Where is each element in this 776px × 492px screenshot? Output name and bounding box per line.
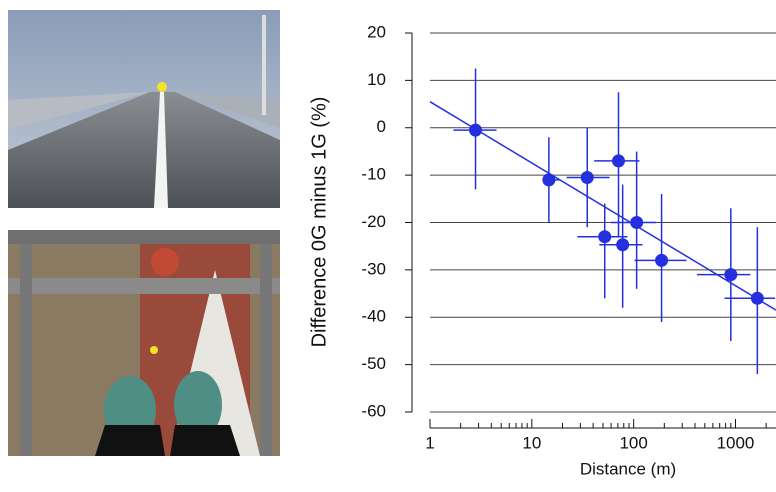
x-tick-label: 1000 <box>717 433 755 452</box>
y-tick-label: -20 <box>361 212 386 231</box>
y-tick-label: -40 <box>361 307 386 326</box>
point <box>616 238 630 252</box>
x-tick-label: 10 <box>522 433 541 452</box>
x-tick-label: 100 <box>619 433 647 452</box>
y-tick-label: 10 <box>367 70 386 89</box>
glass-floor-photo <box>8 230 280 456</box>
fit-line <box>429 101 776 311</box>
point <box>724 268 738 282</box>
point <box>630 216 644 229</box>
x-tick-label: 1 <box>425 433 434 452</box>
point <box>655 253 669 267</box>
y-tick-label: -60 <box>361 401 386 420</box>
y-tick-label: 0 <box>377 117 386 136</box>
y-tick-label: -10 <box>361 165 386 184</box>
x-axis-label: Distance (m) <box>580 459 676 478</box>
y-tick-label: -30 <box>361 259 386 278</box>
point <box>469 123 483 137</box>
point <box>542 173 556 187</box>
road-photo <box>8 10 280 208</box>
y-axis-label: Difference 0G minus 1G (%) <box>308 97 330 348</box>
point <box>598 230 612 244</box>
point <box>750 291 764 305</box>
point <box>612 154 626 168</box>
y-tick-label: -50 <box>361 354 386 373</box>
point <box>580 170 594 184</box>
y-tick-label: 20 <box>367 22 386 41</box>
